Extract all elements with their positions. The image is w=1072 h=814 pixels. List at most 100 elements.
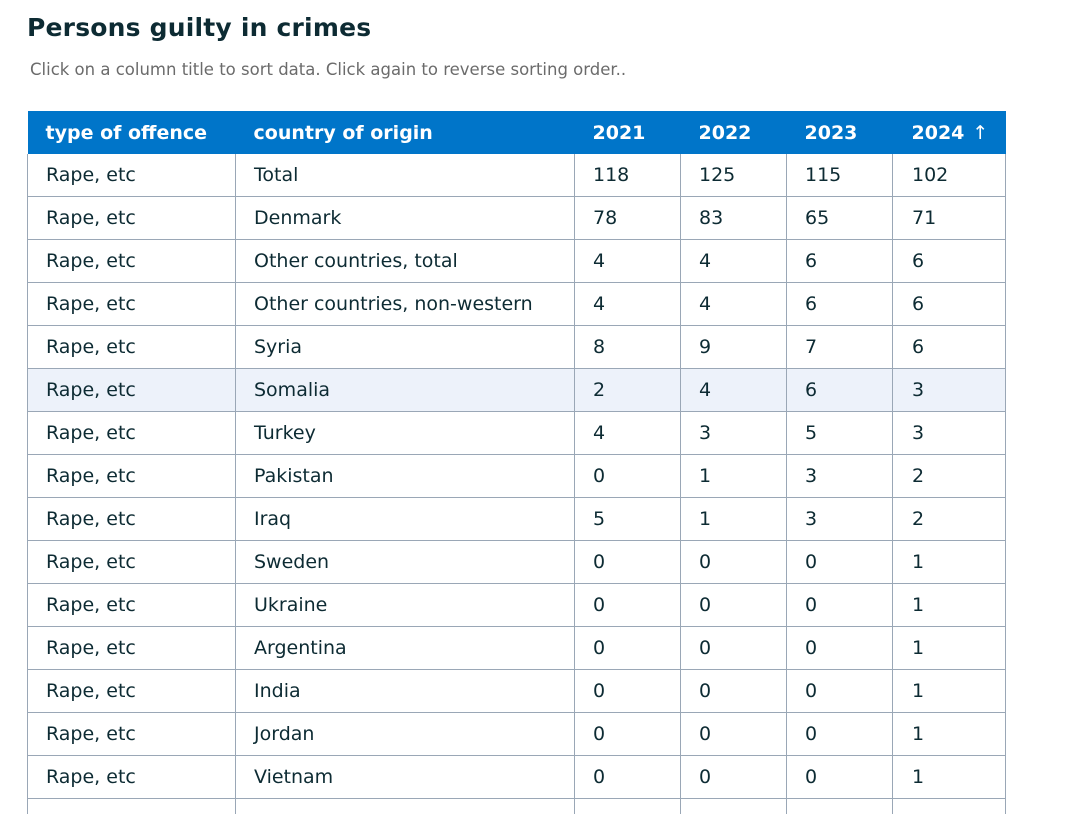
column-header-2022[interactable]: 2022 xyxy=(680,111,787,154)
cell-2024: 6 xyxy=(892,325,1006,369)
cell-2022: 0 xyxy=(680,626,787,670)
table-row: Rape, etc Pakistan 0 1 3 2 xyxy=(27,454,1006,498)
cell-type-of-offence: Rape, etc xyxy=(27,282,236,326)
cell-2021: 0 xyxy=(574,626,681,670)
cell-type-of-offence: Rape, etc xyxy=(27,497,236,541)
cell-2021: 5 xyxy=(574,497,681,541)
cell-2024: 6 xyxy=(892,282,1006,326)
cell-type-of-offence: Rape, etc xyxy=(27,368,236,412)
cell-2022: 4 xyxy=(680,239,787,283)
empty-cell xyxy=(574,798,681,814)
cell-2022: 83 xyxy=(680,196,787,240)
cell-2022: 0 xyxy=(680,540,787,584)
table-row: Rape, etc Argentina 0 0 0 1 xyxy=(27,626,1006,670)
cell-2024: 1 xyxy=(892,755,1006,799)
column-header-label: 2021 xyxy=(592,121,646,144)
table-row: Rape, etc Other countries, non-western 4 4 6… xyxy=(27,282,1006,326)
table-row: Rape, etc Ukraine 0 0 0 1 xyxy=(27,583,1006,627)
cell-2024: 3 xyxy=(892,411,1006,455)
empty-cell xyxy=(235,798,575,814)
data-table-container[interactable]: type of offence country of origin 2021 2… xyxy=(27,111,1006,814)
cell-2023: 0 xyxy=(786,712,893,756)
cell-country-of-origin: Sweden xyxy=(235,540,575,584)
cell-2021: 0 xyxy=(574,540,681,584)
table-row: Rape, etc Vietnam 0 0 0 1 xyxy=(27,755,1006,799)
table-row: Rape, etc Total 118 125 115 102 xyxy=(27,154,1006,197)
cell-type-of-offence: Rape, etc xyxy=(27,196,236,240)
cell-2022: 125 xyxy=(680,154,787,197)
empty-cell xyxy=(27,798,236,814)
cell-2023: 65 xyxy=(786,196,893,240)
cell-2024: 1 xyxy=(892,626,1006,670)
cell-2021: 0 xyxy=(574,454,681,498)
cell-2024: 1 xyxy=(892,712,1006,756)
table-row: Rape, etc Other countries, total 4 4 6 6 xyxy=(27,239,1006,283)
column-header-2021[interactable]: 2021 xyxy=(574,111,681,154)
cell-type-of-offence: Rape, etc xyxy=(27,325,236,369)
cell-2022: 0 xyxy=(680,669,787,713)
cell-country-of-origin: Vietnam xyxy=(235,755,575,799)
sort-arrow-up-icon: ↑ xyxy=(972,121,989,144)
cell-2022: 1 xyxy=(680,497,787,541)
column-header-type-of-offence[interactable]: type of offence xyxy=(27,111,236,154)
cell-2023: 6 xyxy=(786,282,893,326)
cell-type-of-offence: Rape, etc xyxy=(27,712,236,756)
cell-type-of-offence: Rape, etc xyxy=(27,454,236,498)
cell-2023: 115 xyxy=(786,154,893,197)
cell-2021: 0 xyxy=(574,712,681,756)
table-row: Rape, etc Syria 8 9 7 6 xyxy=(27,325,1006,369)
cell-2024: 1 xyxy=(892,583,1006,627)
table-row: Rape, etc Denmark 78 83 65 71 xyxy=(27,196,1006,240)
column-header-2024[interactable]: 2024 ↑ xyxy=(892,111,1006,154)
column-header-label: 2023 xyxy=(804,121,858,144)
data-table: type of offence country of origin 2021 2… xyxy=(27,111,1006,814)
cell-2024: 3 xyxy=(892,368,1006,412)
table-row: Rape, etc Iraq 5 1 3 2 xyxy=(27,497,1006,541)
cell-2023: 6 xyxy=(786,239,893,283)
cell-2024: 71 xyxy=(892,196,1006,240)
cell-country-of-origin: Pakistan xyxy=(235,454,575,498)
cell-2022: 0 xyxy=(680,712,787,756)
cell-2023: 0 xyxy=(786,626,893,670)
column-header-country-of-origin[interactable]: country of origin xyxy=(235,111,575,154)
table-body: Rape, etc Total 118 125 115 102 Rape, etc Denma… xyxy=(27,154,1006,814)
cell-country-of-origin: Somalia xyxy=(235,368,575,412)
cell-2022: 1 xyxy=(680,454,787,498)
cell-2023: 5 xyxy=(786,411,893,455)
cell-2023: 0 xyxy=(786,540,893,584)
cell-2023: 7 xyxy=(786,325,893,369)
cell-2021: 4 xyxy=(574,282,681,326)
cell-2024: 6 xyxy=(892,239,1006,283)
sort-instructions: Click on a column title to sort data. Cl… xyxy=(30,60,627,79)
cell-type-of-offence: Rape, etc xyxy=(27,626,236,670)
cell-2023: 6 xyxy=(786,368,893,412)
table-row: Rape, etc Turkey 4 3 5 3 xyxy=(27,411,1006,455)
cell-country-of-origin: Other countries, total xyxy=(235,239,575,283)
cell-2023: 3 xyxy=(786,454,893,498)
cell-country-of-origin: Ukraine xyxy=(235,583,575,627)
cell-2021: 78 xyxy=(574,196,681,240)
cell-2022: 4 xyxy=(680,368,787,412)
cell-2021: 0 xyxy=(574,755,681,799)
cell-country-of-origin: Jordan xyxy=(235,712,575,756)
cell-country-of-origin: Total xyxy=(235,154,575,197)
cell-2024: 2 xyxy=(892,497,1006,541)
cell-country-of-origin: Turkey xyxy=(235,411,575,455)
cell-country-of-origin: India xyxy=(235,669,575,713)
table-header: type of offence country of origin 2021 2… xyxy=(27,111,1006,154)
cell-2022: 4 xyxy=(680,282,787,326)
cell-type-of-offence: Rape, etc xyxy=(27,669,236,713)
table-row: Rape, etc India 0 0 0 1 xyxy=(27,669,1006,713)
table-row: Rape, etc Somalia 2 4 6 3 xyxy=(27,368,1006,412)
cell-country-of-origin: Iraq xyxy=(235,497,575,541)
cell-2021: 4 xyxy=(574,411,681,455)
cell-2021: 0 xyxy=(574,583,681,627)
table-row: Rape, etc Jordan 0 0 0 1 xyxy=(27,712,1006,756)
cell-2021: 118 xyxy=(574,154,681,197)
cell-2022: 3 xyxy=(680,411,787,455)
cell-type-of-offence: Rape, etc xyxy=(27,411,236,455)
cell-country-of-origin: Syria xyxy=(235,325,575,369)
column-header-2023[interactable]: 2023 xyxy=(786,111,893,154)
cell-2022: 9 xyxy=(680,325,787,369)
